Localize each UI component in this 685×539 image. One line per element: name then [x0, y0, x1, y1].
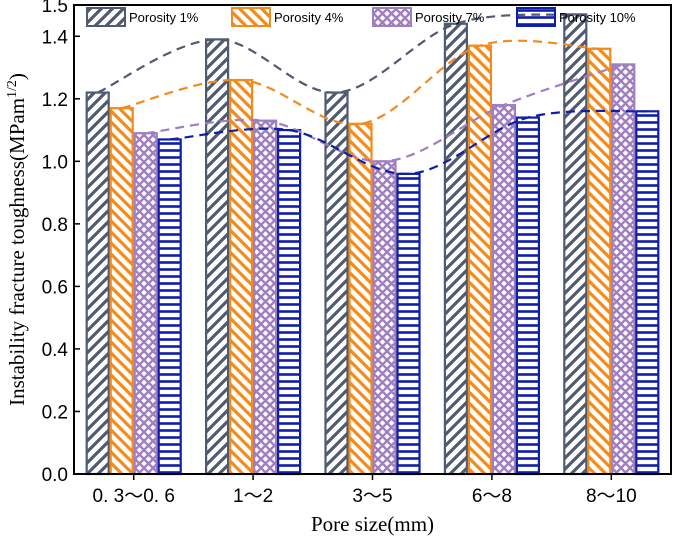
x-axis-ticks: 0. 3～0. 6 1～2 3～5 6～8 8～10	[93, 474, 637, 507]
bar-3-3	[372, 160, 397, 476]
bar-1-1	[85, 91, 110, 476]
x-axis-title: Pore size(mm)	[311, 512, 434, 536]
x-tick-label-4: 6～8	[472, 486, 512, 507]
bar-4-5	[635, 110, 660, 476]
bar-1-5	[563, 13, 588, 476]
y-tick-label-8: 1.4	[42, 27, 69, 48]
legend-label-4: Porosity 10%	[559, 10, 636, 25]
y-tick-label-2: 0.2	[42, 402, 68, 423]
bar-1-2	[205, 38, 230, 476]
legend-label-2: Porosity 4%	[274, 10, 344, 25]
y-tick-label-5: 0.8	[42, 215, 68, 236]
y-tick-label-7: 1.2	[42, 90, 68, 111]
trend-line-3	[145, 63, 624, 163]
legend-label-3: Porosity 7%	[415, 10, 485, 25]
y-tick-label-9: 1.5	[42, 0, 68, 17]
y-tick-label-6: 1.0	[42, 152, 68, 173]
legend: Porosity 1% Porosity 4% Porosity 7% Porosit…	[86, 7, 636, 27]
bar-2-1	[109, 107, 134, 476]
trend-lines-layer	[97, 13, 648, 175]
x-tick-label-3: 3～5	[352, 486, 392, 507]
legend-swatch-3	[372, 7, 412, 27]
bar-2-3	[348, 122, 373, 476]
bar-4-1	[157, 138, 182, 476]
bar-3-1	[133, 132, 158, 476]
y-axis-title-superscript: 1/2	[5, 80, 20, 98]
y-axis-title: Instability fracture toughness(MPam1/2)	[5, 73, 29, 406]
bar-2-5	[587, 47, 612, 476]
x-tick-label-1: 0. 3～0. 6	[93, 486, 175, 507]
y-axis-title-suffix: )	[5, 73, 29, 80]
bars-layer	[85, 13, 660, 476]
y-tick-label-4: 0.6	[42, 277, 68, 298]
y-axis-ticks: 0.0 0.2 0.4 0.6 0.8 1.0 1.2 1.4 1.5	[42, 0, 80, 486]
trend-line-2	[121, 39, 600, 126]
x-tick-label-2: 1～2	[233, 486, 273, 507]
legend-swatch-2	[231, 7, 271, 27]
bar-4-2	[277, 128, 302, 476]
trend-line-1	[97, 13, 576, 94]
y-tick-label-1: 0.0	[42, 465, 68, 486]
bar-2-2	[229, 78, 254, 476]
y-axis-title-main: Instability fracture toughness(MPam	[5, 98, 29, 406]
x-tick-label-5: 8～10	[586, 486, 637, 507]
bar-4-4	[515, 116, 541, 476]
bar-3-4	[491, 103, 516, 476]
bar-2-4	[467, 44, 492, 476]
bar-3-5	[611, 63, 636, 476]
bar-1-4	[443, 22, 468, 476]
legend-swatch-1	[86, 7, 126, 27]
trend-line-4	[169, 109, 648, 175]
bar-3-2	[253, 119, 278, 476]
legend-swatch-4	[516, 7, 556, 27]
legend-label-1: Porosity 1%	[129, 10, 199, 25]
bar-4-3	[396, 172, 421, 476]
y-tick-label-3: 0.4	[42, 340, 69, 361]
